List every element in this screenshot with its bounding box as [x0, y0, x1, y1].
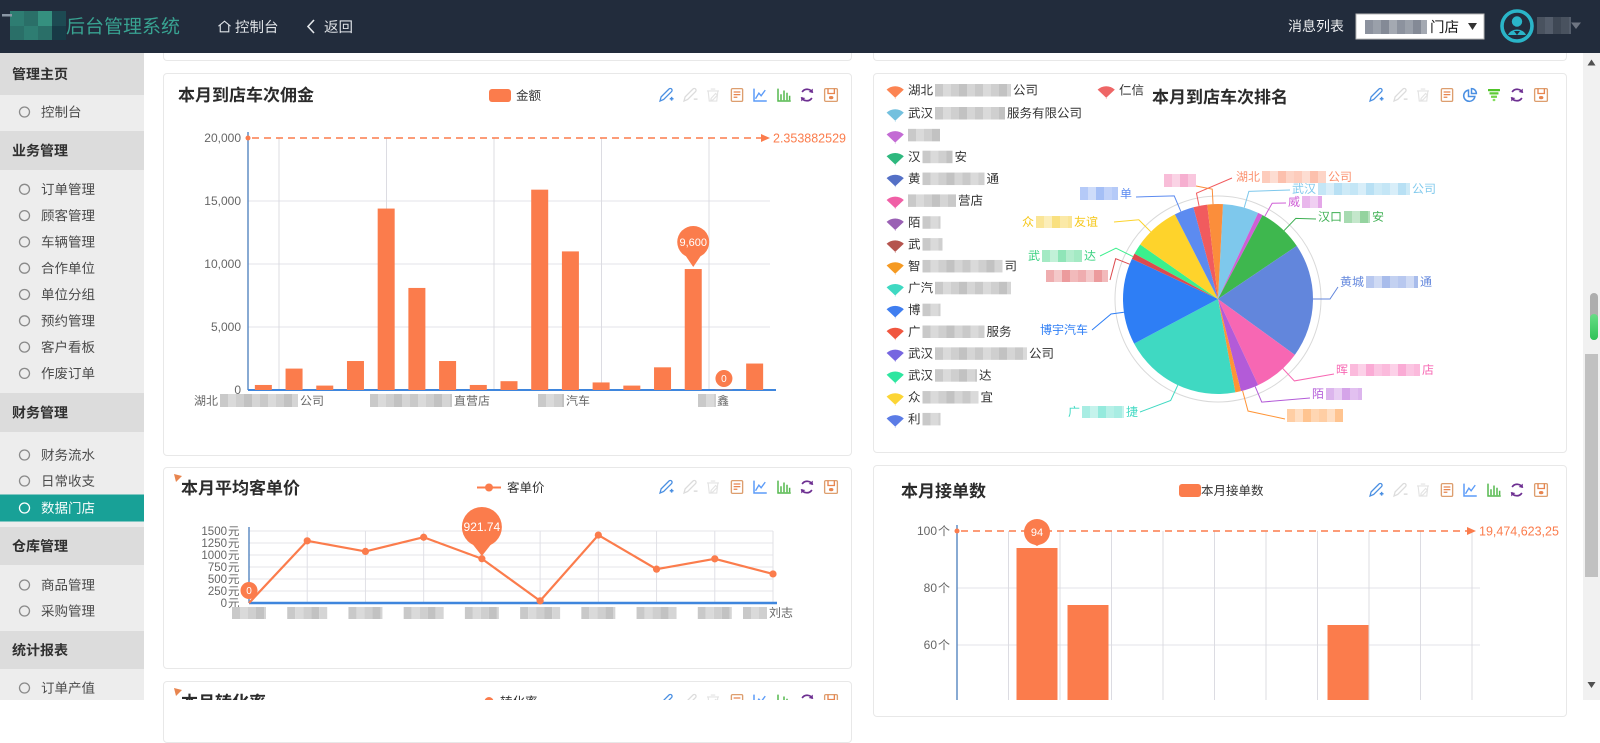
svg-text:921.74: 921.74	[464, 520, 501, 534]
svg-text:1500: 1500	[201, 526, 227, 538]
svg-text:2.353882529: 2.353882529	[773, 132, 846, 146]
svg-text:10,000: 10,000	[204, 257, 241, 271]
svg-text:80: 80	[924, 581, 938, 595]
svg-text:250: 250	[208, 586, 227, 598]
svg-text:19,474,623,25: 19,474,623,25	[1479, 525, 1559, 539]
svg-text:9,600: 9,600	[679, 237, 707, 249]
svg-text:1250: 1250	[201, 538, 227, 550]
svg-text:5,000: 5,000	[211, 320, 241, 334]
svg-text:750: 750	[208, 562, 227, 574]
svg-text:60: 60	[924, 638, 938, 652]
svg-text:0: 0	[721, 374, 727, 385]
svg-text:100: 100	[917, 524, 937, 538]
svg-text:20,000: 20,000	[204, 131, 241, 145]
svg-text:0: 0	[221, 598, 227, 610]
svg-text:0: 0	[246, 586, 252, 597]
svg-text:94: 94	[1031, 527, 1043, 539]
svg-text:500: 500	[208, 574, 227, 586]
svg-text:1000: 1000	[201, 550, 227, 562]
svg-text:15,000: 15,000	[204, 194, 241, 208]
